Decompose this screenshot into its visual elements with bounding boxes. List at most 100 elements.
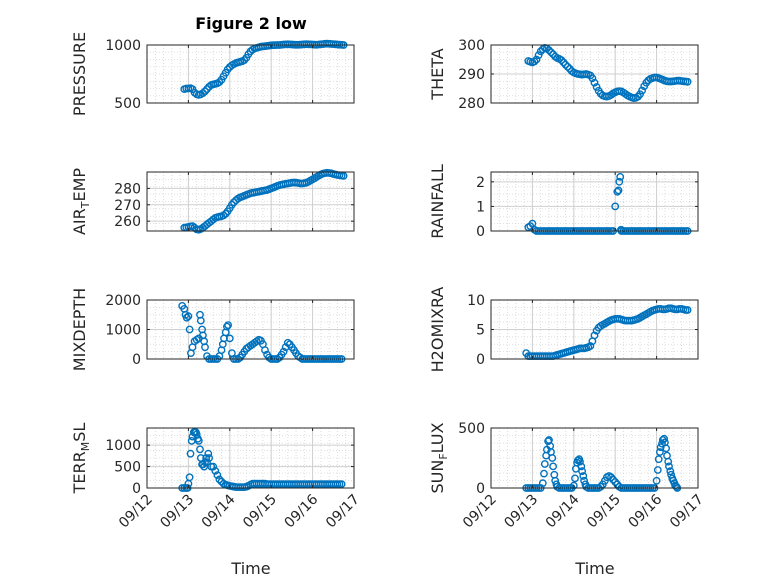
data-point xyxy=(653,466,662,474)
y-tick-label: 260 xyxy=(114,214,141,230)
data-point xyxy=(240,56,249,64)
data-point xyxy=(616,172,625,181)
y-label-tail: SL xyxy=(70,423,89,442)
x-tick-label: 09/12 xyxy=(116,492,156,532)
data-point xyxy=(557,56,566,64)
data-point xyxy=(634,92,642,101)
data-point xyxy=(665,462,673,471)
data-point xyxy=(586,342,595,350)
data-point xyxy=(203,85,211,94)
data-series xyxy=(180,168,348,234)
data-point xyxy=(194,436,203,445)
data-point xyxy=(198,89,207,98)
data-point xyxy=(261,346,269,354)
data-point xyxy=(614,186,623,195)
y-tick-label: 2 xyxy=(476,175,485,191)
x-tick-label: 09/17 xyxy=(667,492,707,532)
data-point xyxy=(196,445,204,454)
data-point xyxy=(182,313,191,322)
data-point xyxy=(592,83,601,91)
y-label-main: PRESSURE xyxy=(70,32,89,116)
data-point xyxy=(204,449,213,458)
subplot-6: 0 5 10 H2OMIXRA xyxy=(428,287,699,373)
x-tick-label: 09/13 xyxy=(157,492,197,532)
x-tick-label: 09/16 xyxy=(626,491,666,531)
data-point xyxy=(576,457,584,466)
y-tick-label: 5 xyxy=(476,323,485,339)
y-tick-label: 0 xyxy=(132,352,141,368)
plot-area xyxy=(147,45,354,103)
data-point xyxy=(654,455,663,464)
y-tick-label: 300 xyxy=(458,38,485,54)
data-point xyxy=(184,312,193,321)
data-point xyxy=(530,57,539,66)
axes-box xyxy=(146,171,355,232)
y-label-main: SUN xyxy=(428,460,447,494)
plot-area xyxy=(147,428,354,488)
y-label-main: RAINFALL xyxy=(428,164,447,239)
x-axis-label-right: Time xyxy=(574,559,614,578)
subplot-7: 0 500 1000 TERRMSL 09/12 09/13 09/14 09/15 09/16… xyxy=(70,423,363,532)
data-point xyxy=(222,322,231,331)
data-point xyxy=(540,460,549,468)
y-tick-label: 2000 xyxy=(105,293,141,309)
subplot-5: 0 1000 2000 MIXDEPTH xyxy=(70,288,355,371)
data-point xyxy=(196,316,205,325)
subplot-8: 0 500 SUNFLUX 09/12 09/13 09/14 09/15 09/16 09/1… xyxy=(428,421,707,531)
data-point xyxy=(283,338,292,347)
y-axis-label: H2OMIXRA xyxy=(428,287,447,373)
axes-box xyxy=(146,44,355,104)
y-tick-label: 0 xyxy=(476,481,485,497)
plot-area xyxy=(491,428,698,488)
data-series xyxy=(522,304,692,360)
y-label-subscript: T xyxy=(79,201,92,209)
data-point xyxy=(656,448,664,456)
y-label-main: TERR xyxy=(70,451,89,494)
y-tick-label: 1000 xyxy=(105,438,141,454)
data-point xyxy=(638,86,646,95)
subplot-2: 280 290 300 THETA xyxy=(428,38,699,112)
subplot-1: 500 1000 PRESSURE xyxy=(70,32,355,116)
x-tick-label: 09/16 xyxy=(282,491,322,531)
data-point xyxy=(186,449,195,458)
axes-box xyxy=(146,427,355,489)
data-point xyxy=(205,454,214,462)
y-tick-label: 270 xyxy=(114,198,141,214)
data-point xyxy=(185,473,194,482)
data-point xyxy=(578,467,586,476)
y-axis-label: MIXDEPTH xyxy=(70,288,89,371)
plot-area xyxy=(491,172,698,231)
data-point xyxy=(656,443,665,452)
y-axis-label: SUNFLUX xyxy=(428,422,450,493)
x-tick-label: 09/14 xyxy=(199,491,239,531)
data-point xyxy=(202,454,211,462)
data-point xyxy=(664,457,673,466)
y-axis-label: PRESSURE xyxy=(70,32,89,116)
x-tick-label: 09/15 xyxy=(584,492,624,532)
x-tick-label: 09/15 xyxy=(240,492,280,532)
figure-title: Figure 2 low xyxy=(195,14,307,33)
y-label-main: THETA xyxy=(428,48,447,100)
data-point xyxy=(201,343,209,352)
y-label-subscript: M xyxy=(79,442,92,452)
data-point xyxy=(545,46,553,55)
x-tick-label: 09/12 xyxy=(460,492,500,532)
data-point xyxy=(683,77,692,86)
data-point xyxy=(209,462,218,471)
data-point xyxy=(203,458,211,467)
data-point xyxy=(569,481,578,490)
data-point xyxy=(571,474,579,483)
data-point xyxy=(642,78,651,87)
x-tick-label: 09/14 xyxy=(543,491,583,531)
data-point xyxy=(213,471,222,479)
plot-area xyxy=(147,172,354,231)
y-axis-label: TERRMSL xyxy=(70,423,92,495)
axes-box xyxy=(490,427,699,489)
data-point xyxy=(540,469,548,478)
data-point xyxy=(201,87,209,96)
data-point xyxy=(660,434,668,443)
data-point xyxy=(229,198,238,207)
y-label-main: H2OMIXRA xyxy=(428,287,447,373)
y-tick-label: 10 xyxy=(467,293,485,309)
y-label-main: AIR xyxy=(70,208,89,235)
